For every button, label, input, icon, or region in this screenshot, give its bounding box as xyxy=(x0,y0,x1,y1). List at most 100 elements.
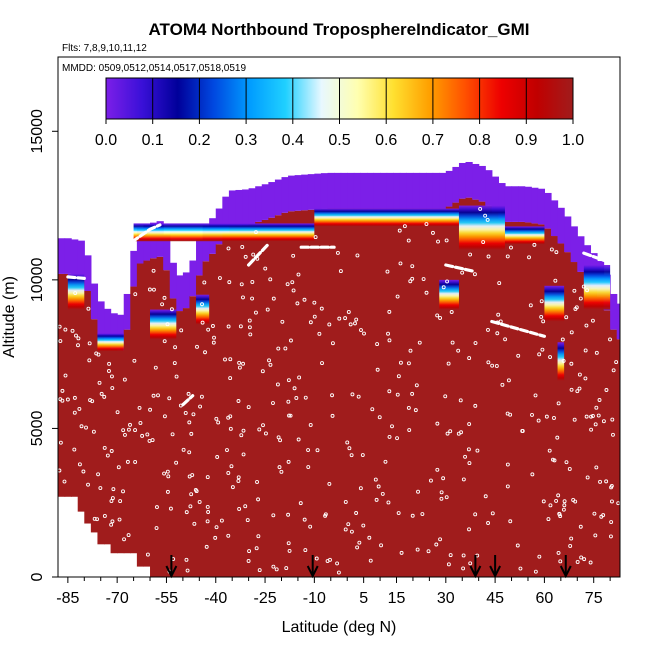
heatmap-cell-below xyxy=(590,288,598,577)
sample-marker xyxy=(314,556,319,561)
sample-marker xyxy=(356,394,361,399)
heatmap-cell-below xyxy=(327,208,335,577)
sample-marker xyxy=(133,460,138,464)
sample-marker xyxy=(118,499,123,504)
sample-marker xyxy=(540,347,545,352)
sample-marker xyxy=(330,341,335,346)
sample-marker xyxy=(338,269,343,274)
sample-marker xyxy=(245,518,250,523)
sample-marker xyxy=(286,399,291,404)
sample-marker xyxy=(355,253,360,258)
tropopause-line xyxy=(105,223,162,261)
sample-marker xyxy=(308,524,313,529)
heatmap-cell-above xyxy=(169,262,177,299)
sample-marker xyxy=(162,414,167,419)
sample-marker xyxy=(379,543,384,548)
sample-marker xyxy=(162,295,167,300)
heatmap-cell-above xyxy=(518,186,526,222)
heatmap-cell-above xyxy=(419,172,427,209)
sample-marker xyxy=(428,478,433,483)
sample-marker xyxy=(105,453,110,458)
sample-marker xyxy=(98,486,103,490)
heatmap-cell-below xyxy=(228,226,237,577)
sample-marker xyxy=(354,511,359,515)
heatmap-cell-above xyxy=(491,176,499,213)
heatmap-cell-below xyxy=(340,208,348,577)
measurement-arrow-head xyxy=(165,565,178,579)
x-tick-label: 75 xyxy=(585,590,603,607)
sample-marker xyxy=(377,415,382,420)
sample-marker xyxy=(486,327,490,332)
sample-marker xyxy=(594,350,599,355)
sample-marker xyxy=(253,310,258,315)
sample-marker xyxy=(343,527,348,532)
sample-marker xyxy=(86,482,90,487)
sample-marker xyxy=(330,393,334,398)
sample-marker xyxy=(123,432,127,437)
colorbar-tick-label: 0.8 xyxy=(468,132,490,149)
heatmap-cell-below xyxy=(452,202,460,577)
sample-marker xyxy=(223,357,227,362)
tropopause-line xyxy=(490,319,546,338)
sample-marker xyxy=(274,567,279,572)
heatmap-cell-below xyxy=(320,208,329,577)
sample-marker xyxy=(197,500,202,504)
sample-marker xyxy=(58,468,62,473)
measurement-arrow-head xyxy=(469,565,482,579)
heatmap-cell-below xyxy=(399,208,407,577)
sample-marker xyxy=(358,486,363,491)
heatmap-cell-above xyxy=(347,172,355,209)
sample-marker xyxy=(247,549,252,554)
sample-marker xyxy=(306,448,311,452)
sample-marker xyxy=(390,424,394,429)
heatmap-cell-above xyxy=(537,188,546,225)
heatmap-cell-above xyxy=(90,283,99,320)
sample-marker xyxy=(160,302,165,307)
sample-marker xyxy=(468,561,473,566)
sample-marker xyxy=(77,406,82,411)
sample-marker xyxy=(109,449,114,453)
heatmap-cell-below xyxy=(498,218,506,577)
sample-marker xyxy=(313,235,318,240)
transition-block xyxy=(97,333,124,352)
heatmap-cell-above xyxy=(84,255,92,291)
sample-marker xyxy=(286,512,291,517)
sample-marker xyxy=(424,222,429,227)
sample-marker xyxy=(60,388,65,393)
sample-marker xyxy=(592,511,597,516)
heatmap-cell-below xyxy=(215,244,223,577)
sample-marker xyxy=(193,487,198,492)
sample-marker xyxy=(564,460,569,465)
gradient-blocks xyxy=(67,205,611,381)
x-axis-label: Latitude (deg N) xyxy=(282,619,397,636)
heatmap-cell-below xyxy=(531,223,539,577)
heatmap-cell-below xyxy=(439,208,447,577)
sample-marker xyxy=(76,336,81,341)
sample-marker xyxy=(102,445,107,450)
sample-marker xyxy=(584,414,589,419)
sample-marker xyxy=(337,316,342,321)
sample-marker xyxy=(483,494,488,499)
sample-marker xyxy=(128,422,132,427)
sample-marker xyxy=(611,368,616,373)
sample-marker xyxy=(467,422,472,426)
sample-marker xyxy=(579,555,584,560)
heatmap-cell-above xyxy=(616,303,620,340)
heatmap-cell-above xyxy=(360,172,368,209)
sample-marker xyxy=(610,417,615,422)
sample-marker xyxy=(472,272,477,277)
sample-marker xyxy=(374,497,379,502)
sample-marker xyxy=(254,546,259,551)
sample-marker xyxy=(287,413,291,418)
sample-marker xyxy=(63,373,68,378)
sample-marker xyxy=(397,228,402,233)
heatmap-cell-below xyxy=(176,311,184,577)
tropopause-line xyxy=(181,394,195,407)
sample-marker xyxy=(410,276,415,281)
sample-marker xyxy=(102,394,107,399)
heatmap-cell-below xyxy=(557,243,565,577)
colorbar-tick-label: 0.3 xyxy=(235,132,257,149)
sample-marker xyxy=(550,457,555,462)
colorbar-tick-label: 0.1 xyxy=(142,132,164,149)
sample-marker xyxy=(441,476,446,481)
